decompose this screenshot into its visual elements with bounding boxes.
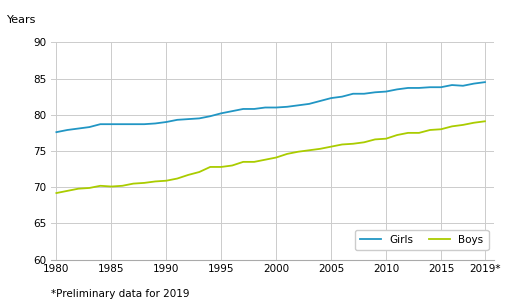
Boys [427,128,433,132]
Boys [185,173,191,177]
Legend: Girls, Boys: Girls, Boys [355,230,489,250]
Line: Girls: Girls [56,82,485,132]
Girls [284,105,290,109]
Line: Boys: Boys [56,121,485,193]
Boys [383,137,389,140]
Girls [97,122,103,126]
Girls [427,85,433,89]
Girls [130,122,136,126]
Girls [87,125,93,129]
Girls [218,111,224,115]
Girls [383,90,389,93]
Boys [295,150,301,153]
Boys [350,142,356,146]
Girls [306,102,312,106]
Girls [361,92,367,95]
Boys [339,143,345,146]
Boys [482,120,488,123]
Girls [482,80,488,84]
Girls [174,118,180,122]
Boys [240,160,246,164]
Boys [273,156,279,159]
Boys [262,158,268,162]
Girls [328,96,334,100]
Boys [130,182,136,185]
Girls [152,122,158,125]
Boys [361,140,367,144]
Girls [405,86,411,90]
Boys [328,145,334,149]
Girls [53,130,60,134]
Boys [87,186,93,190]
Boys [317,147,323,151]
Text: Years: Years [7,15,36,25]
Boys [75,187,81,191]
Boys [97,184,103,188]
Boys [152,180,158,183]
Boys [449,124,455,128]
Girls [317,99,323,103]
Text: *Preliminary data for 2019: *Preliminary data for 2019 [51,289,189,299]
Girls [273,106,279,109]
Girls [119,122,125,126]
Girls [196,117,202,120]
Girls [339,95,345,98]
Boys [416,131,422,135]
Girls [185,117,191,121]
Girls [207,114,213,118]
Girls [163,120,169,124]
Girls [438,85,444,89]
Boys [372,138,378,141]
Girls [251,107,257,111]
Girls [460,84,466,88]
Girls [372,91,378,94]
Boys [207,165,213,169]
Boys [196,170,202,174]
Girls [108,122,115,126]
Girls [295,104,301,107]
Boys [405,131,411,135]
Boys [64,189,70,193]
Girls [262,106,268,109]
Boys [251,160,257,164]
Girls [350,92,356,95]
Boys [53,191,60,195]
Boys [119,184,125,188]
Boys [218,165,224,169]
Girls [394,88,400,91]
Girls [416,86,422,90]
Girls [471,82,477,85]
Boys [471,121,477,124]
Girls [75,127,81,130]
Girls [141,122,147,126]
Girls [449,83,455,87]
Boys [174,177,180,180]
Boys [306,149,312,152]
Boys [438,127,444,131]
Boys [284,152,290,156]
Boys [141,181,147,185]
Girls [240,107,246,111]
Girls [229,109,235,113]
Boys [460,123,466,127]
Girls [64,128,70,132]
Boys [229,164,235,167]
Boys [394,133,400,137]
Boys [108,185,115,188]
Boys [163,179,169,182]
